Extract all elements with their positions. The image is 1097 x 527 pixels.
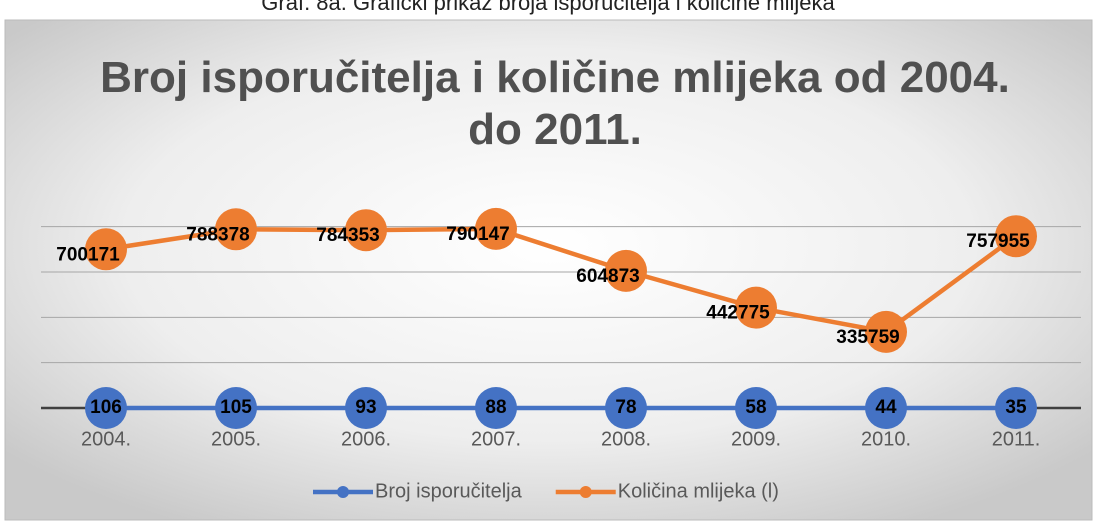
data-label: 35	[1005, 397, 1027, 418]
legend-label: Broj isporučitelja	[375, 480, 523, 502]
data-label: 604873	[576, 266, 639, 287]
data-label: 58	[745, 397, 766, 418]
x-tick-label: 2010.	[861, 428, 911, 450]
data-label: 78	[615, 397, 636, 418]
x-tick-label: 2006.	[341, 428, 391, 450]
x-tick-label: 2008.	[601, 428, 651, 450]
data-label: 757955	[966, 231, 1030, 252]
data-label: 335759	[836, 327, 899, 348]
legend-marker	[337, 486, 349, 498]
data-label: 93	[355, 397, 376, 418]
caption: Graf. 8a. Grafički prikaz broja isporuči…	[261, 0, 835, 15]
x-tick-label: 2007.	[471, 428, 521, 450]
data-label: 790147	[446, 224, 509, 245]
data-label: 106	[90, 397, 122, 418]
data-label: 44	[875, 397, 897, 418]
x-tick-label: 2011.	[992, 428, 1041, 450]
x-tick-label: 2004.	[81, 428, 131, 450]
data-label: 700171	[56, 244, 120, 265]
x-tick-label: 2005.	[211, 428, 261, 450]
data-label: 88	[485, 397, 506, 418]
data-label: 788378	[186, 224, 249, 245]
legend-marker	[580, 486, 592, 498]
data-label: 442775	[706, 303, 770, 324]
data-label: 105	[220, 397, 252, 418]
legend-label: Količina mlijeka (l)	[618, 480, 779, 502]
x-tick-label: 2009.	[731, 428, 781, 450]
data-label: 784353	[316, 225, 379, 246]
